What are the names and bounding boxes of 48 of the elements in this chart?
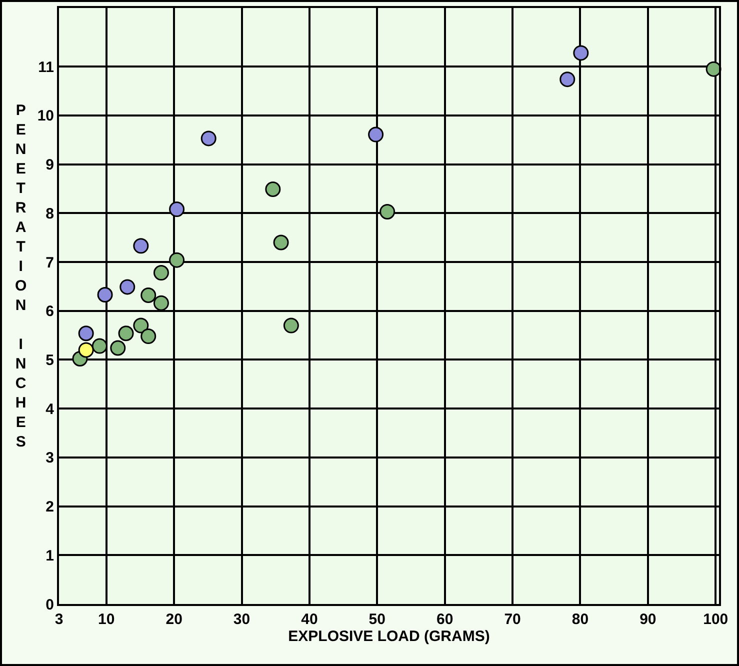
point: [283, 318, 299, 334]
point: [380, 204, 396, 220]
x-tick-label: 60: [436, 611, 454, 628]
y-tick-label: 2: [46, 498, 54, 516]
point: [118, 326, 134, 342]
x-axis-title: EXPLOSIVE LOAD (GRAMS): [288, 628, 490, 645]
y-tick-label: 10: [37, 108, 54, 125]
point: [200, 130, 216, 146]
point: [133, 238, 149, 254]
text: PENETRATION INCHES: [15, 102, 27, 450]
y-tick-label: 6: [46, 303, 54, 320]
point: [169, 252, 185, 268]
x-tick-label: 90: [640, 611, 656, 628]
y-tick-label: 5: [46, 352, 54, 369]
y-tick-label: 9: [46, 156, 54, 174]
point: [140, 288, 156, 303]
y-tick-label: 4: [46, 400, 55, 418]
x-tick-label: 100: [703, 611, 728, 628]
y-tick-label: 0: [46, 596, 54, 614]
x-tick-label: 50: [368, 611, 386, 628]
x-tick-label: 20: [166, 611, 182, 628]
point: [133, 318, 149, 334]
point: [78, 326, 94, 342]
point: [706, 61, 722, 77]
point: [153, 265, 169, 281]
point: [110, 340, 126, 356]
y-tick-label: 11: [38, 58, 54, 76]
x-tick-label: 10: [98, 611, 115, 628]
x-tick-label: 30: [233, 611, 250, 628]
y-tick-label: 7: [46, 254, 54, 272]
point: [265, 181, 281, 197]
point: [140, 328, 156, 344]
x-tick-label: 80: [572, 611, 589, 628]
point: [273, 234, 289, 250]
point: [92, 338, 108, 354]
x-tick-label: 70: [504, 611, 521, 628]
y-tick-label: 3: [46, 450, 54, 467]
y-tick-label: 8: [46, 205, 54, 222]
point: [368, 126, 384, 142]
point: [573, 45, 589, 61]
point: [97, 287, 113, 303]
point: [169, 202, 185, 218]
point: [560, 72, 576, 88]
x-tick-label: 40: [301, 611, 318, 628]
point: [78, 342, 94, 358]
point: [153, 295, 169, 311]
y-tick-label: 1: [46, 547, 54, 564]
point: [120, 279, 136, 295]
